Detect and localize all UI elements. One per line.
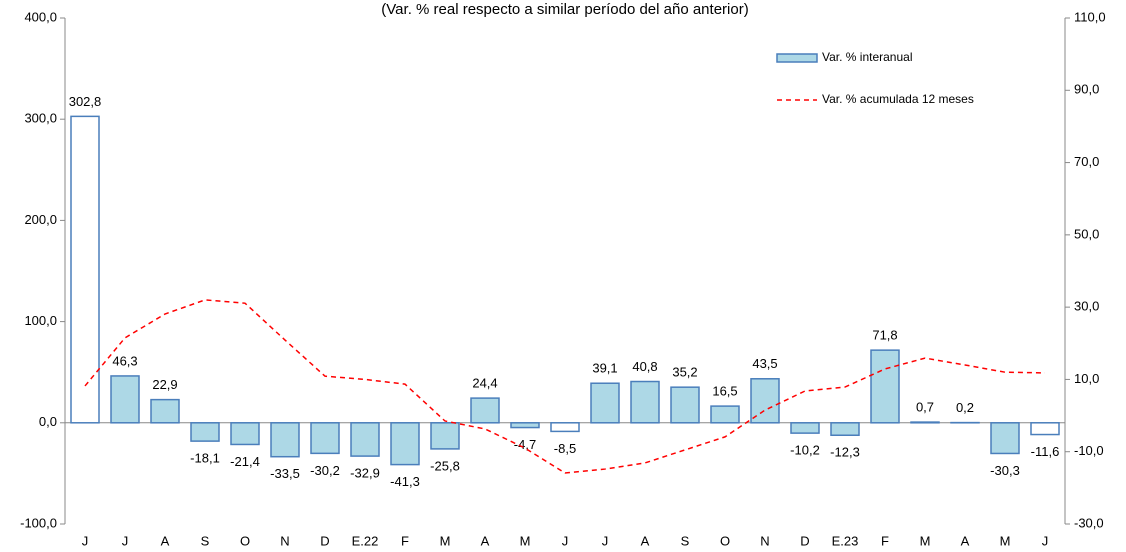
bar <box>270 422 300 458</box>
data-label: 43,5 <box>752 356 777 371</box>
bar <box>590 382 620 424</box>
y2-tick-label: 110,0 <box>1074 9 1106 24</box>
y-tick-label: 200,0 <box>24 212 57 227</box>
data-label: -25,8 <box>430 458 460 473</box>
bar <box>630 380 660 424</box>
bar <box>670 386 700 424</box>
bar <box>510 422 540 429</box>
data-label: -11,6 <box>1031 444 1060 459</box>
legend-swatch <box>776 53 818 63</box>
y2-tick-label: -10,0 <box>1074 443 1104 458</box>
data-label: 40,8 <box>632 359 657 374</box>
bar <box>310 422 340 455</box>
x-tick-label: A <box>641 533 650 548</box>
y-tick-label: -100,0 <box>20 515 57 530</box>
data-label: -12,3 <box>830 445 860 460</box>
x-tick-label: F <box>401 533 409 548</box>
bar <box>190 422 220 442</box>
bar <box>550 422 580 433</box>
bar <box>390 422 420 466</box>
x-tick-label: A <box>161 533 170 548</box>
x-tick-label: S <box>201 533 210 548</box>
bar <box>430 422 460 450</box>
data-label: 0,7 <box>916 400 934 415</box>
bar <box>230 422 260 446</box>
x-tick-label: F <box>881 533 889 548</box>
x-tick-label: M <box>440 533 451 548</box>
x-tick-label: S <box>681 533 690 548</box>
y-tick-label: 100,0 <box>24 313 57 328</box>
bar <box>150 398 180 424</box>
x-tick-label: M <box>920 533 931 548</box>
y2-tick-label: 50,0 <box>1074 226 1099 241</box>
bar <box>990 422 1020 455</box>
data-label: 16,5 <box>712 384 737 399</box>
y-tick-label: 300,0 <box>24 111 57 126</box>
bar <box>790 422 820 434</box>
x-tick-label: J <box>82 533 89 548</box>
legend-label: Var. % interanual <box>822 50 913 64</box>
bar <box>870 349 900 424</box>
data-label: 71,8 <box>872 328 897 343</box>
data-label: -41,3 <box>390 474 420 489</box>
bar <box>470 397 500 424</box>
data-label: 302,8 <box>69 94 102 109</box>
bar <box>830 422 860 436</box>
line <box>84 299 1046 474</box>
bar <box>70 115 100 424</box>
y2-tick-label: -30,0 <box>1074 515 1104 530</box>
y-tick-label: 0,0 <box>39 414 57 429</box>
y-tick-label: 400,0 <box>24 9 57 24</box>
data-label: 24,4 <box>472 376 497 391</box>
bar <box>910 421 940 424</box>
x-tick-label: N <box>280 533 289 548</box>
bar <box>750 378 780 424</box>
bar <box>710 405 740 424</box>
y2-tick-label: 70,0 <box>1074 154 1099 169</box>
x-tick-label: M <box>520 533 531 548</box>
x-tick-label: J <box>1042 533 1049 548</box>
x-tick-label: A <box>481 533 490 548</box>
bar <box>350 422 380 457</box>
data-label: -18,1 <box>190 451 220 466</box>
data-label: 46,3 <box>112 353 137 368</box>
bar <box>110 375 140 424</box>
x-tick-label: E.22 <box>352 533 379 548</box>
y2-tick-label: 30,0 <box>1074 299 1099 314</box>
data-label: -30,3 <box>990 463 1020 478</box>
data-label: -21,4 <box>230 454 260 469</box>
data-label: -33,5 <box>270 466 300 481</box>
data-label: -32,9 <box>350 466 380 481</box>
data-label: 35,2 <box>672 365 697 380</box>
bar <box>1030 422 1060 436</box>
x-tick-label: M <box>1000 533 1011 548</box>
x-tick-label: O <box>720 533 730 548</box>
data-label: -4,7 <box>514 437 536 452</box>
x-tick-label: O <box>240 533 250 548</box>
data-label: 0,2 <box>956 400 974 415</box>
x-tick-label: E.23 <box>832 533 859 548</box>
data-label: -8,5 <box>554 441 576 456</box>
y2-tick-label: 90,0 <box>1074 82 1099 97</box>
x-tick-label: J <box>562 533 569 548</box>
x-tick-label: N <box>760 533 769 548</box>
data-label: -30,2 <box>310 463 340 478</box>
chart-subtitle: (Var. % real respecto a similar período … <box>381 1 748 18</box>
data-label: -10,2 <box>790 443 820 458</box>
x-tick-label: J <box>602 533 609 548</box>
data-label: 39,1 <box>592 361 617 376</box>
x-tick-label: A <box>961 533 970 548</box>
legend-label: Var. % acumulada 12 meses <box>822 92 974 106</box>
y2-tick-label: 10,0 <box>1074 371 1099 386</box>
x-tick-label: D <box>800 533 809 548</box>
x-tick-label: J <box>122 533 129 548</box>
data-label: 22,9 <box>152 377 177 392</box>
x-tick-label: D <box>320 533 329 548</box>
